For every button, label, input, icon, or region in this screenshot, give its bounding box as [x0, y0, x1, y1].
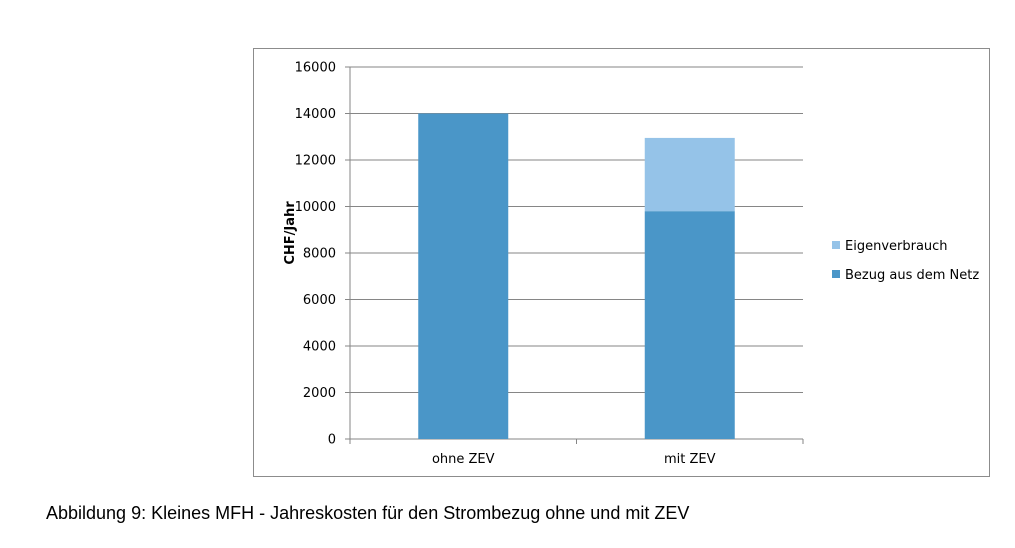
y-tick-label-0: 0: [328, 433, 336, 448]
legend-label-2: Bezug aus dem Netz: [845, 268, 979, 283]
y-tick-label-12000: 12000: [295, 154, 336, 169]
y-tick-label-16000: 16000: [295, 61, 336, 76]
y-tick-label-6000: 6000: [303, 293, 336, 308]
bar-netz-1: [418, 113, 509, 439]
x-tick-label-1: ohne ZEV: [432, 452, 495, 467]
figure-caption: Abbildung 9: Kleines MFH - Jahreskosten …: [46, 503, 690, 523]
x-tick-label-2: mit ZEV: [664, 452, 716, 467]
y-tick-label-2000: 2000: [303, 386, 336, 401]
chart-frame: 0 2000 4000 6000 8000 10000 12000 14000 16000 ohn…: [253, 48, 990, 477]
legend-label-1: Eigenverbrauch: [845, 239, 948, 254]
y-tick-label-14000: 14000: [295, 107, 336, 122]
legend-swatch-2: [832, 270, 840, 278]
bar-eigenverbrauch-2: [644, 137, 735, 212]
stacked-bar-chart: 0 2000 4000 6000 8000 10000 12000 14000 16000 ohn…: [283, 61, 979, 468]
legend-swatch-1: [832, 241, 840, 249]
y-tick-label-10000: 10000: [295, 200, 336, 215]
y-axis-label: CHF/Jahr: [283, 201, 298, 265]
y-tick-label-4000: 4000: [303, 340, 336, 355]
y-tick-label-8000: 8000: [303, 247, 336, 262]
bar-netz-2: [644, 211, 735, 439]
